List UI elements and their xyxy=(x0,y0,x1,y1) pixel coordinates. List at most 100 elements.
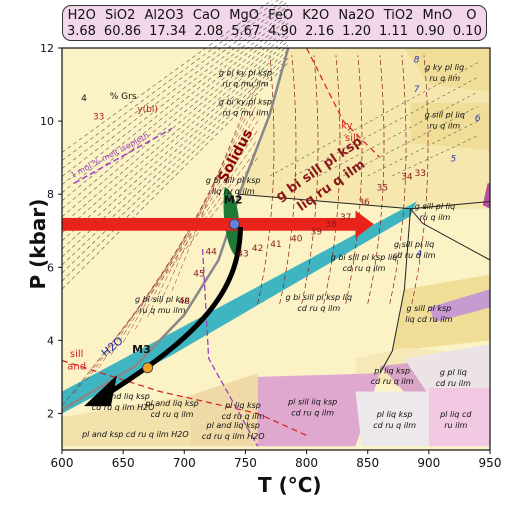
field-label: cd ru q ilm xyxy=(343,264,386,273)
mode-label: 5 xyxy=(450,154,456,164)
annotation: sill xyxy=(70,349,84,360)
garnet-isopleth xyxy=(61,0,279,161)
melt-isopleth-1mol xyxy=(201,248,259,447)
x-tick-label: 800 xyxy=(295,456,318,470)
plot-frame xyxy=(61,47,491,451)
field-label: cd ru q ilm xyxy=(371,377,414,386)
oxide-name: Al2O3 xyxy=(144,8,184,23)
grs-contour xyxy=(257,55,275,304)
field-label: pl and ksp cd ru q ilm H2O xyxy=(81,430,189,439)
field-label: pl and liq ksp xyxy=(144,399,198,408)
field-grey xyxy=(404,344,490,396)
field-label: ru q mu ilm xyxy=(139,306,185,315)
annotation: y(bl) xyxy=(137,105,158,115)
y-tick-label: 8 xyxy=(47,188,54,201)
x-tick-label: 650 xyxy=(112,456,135,470)
annotation: ky xyxy=(341,120,352,131)
garnet-isopleth xyxy=(61,0,273,153)
oxide-name: SiO2 xyxy=(104,8,136,23)
y-axis-title: P (kbar) xyxy=(26,198,50,290)
field-label: cd ru q ilm xyxy=(373,421,416,430)
y-tick-label: 2 xyxy=(47,407,54,420)
oxide-names-row: H2O SiO2 Al2O3 CaO MgO FeO K2O Na2O TiO2 MnO O xyxy=(63,8,486,23)
field-label: pl liq ksp xyxy=(224,401,261,410)
field-label: cd ru q ilm H2O xyxy=(92,403,155,412)
isopleth-label: 40 xyxy=(291,235,303,245)
h2o-melt-band xyxy=(62,201,417,414)
garnet-isopleth xyxy=(61,36,289,242)
mode-label: 7 xyxy=(414,85,420,95)
annotation: M2 xyxy=(224,193,243,206)
oxide-value: 2.08 xyxy=(194,24,224,39)
field-label: g pl liq xyxy=(440,368,467,377)
melt-isopleth xyxy=(122,111,258,343)
melt-isopleth xyxy=(135,102,258,330)
oxide-name: O xyxy=(466,8,477,23)
field-label: g bi ky pl ksp xyxy=(219,98,272,107)
field-label: pl sill liq ksp xyxy=(287,397,337,406)
upper-isopleth xyxy=(294,77,478,177)
field-label: cd ru q ilm xyxy=(151,410,194,419)
mode-label: 6 xyxy=(475,114,481,124)
field-ky-liq xyxy=(404,48,490,92)
oxide-value: 0.10 xyxy=(452,24,482,39)
field-label: g sill pl liq xyxy=(425,110,465,119)
ky-sill-boundary xyxy=(306,47,381,159)
red-arrow-shaft xyxy=(62,217,356,231)
field-label: pl liq cd xyxy=(439,410,472,419)
x-tick-label: 700 xyxy=(173,456,196,470)
field-label: cd ru q ilm xyxy=(297,304,340,313)
purple-sliver xyxy=(428,289,490,323)
m2-point xyxy=(229,218,240,230)
oxide-value: 17.34 xyxy=(149,24,187,39)
field-label: ru q mu ilm xyxy=(222,79,268,88)
oxide-value: 5.67 xyxy=(231,24,261,39)
garnet-isopleth xyxy=(61,58,289,282)
grs-contour xyxy=(301,55,319,304)
garnet-isopleth xyxy=(61,22,289,218)
field-label: pl liq ksp xyxy=(376,410,413,419)
field-label: pl and liq ksp xyxy=(95,392,149,401)
oxide-name: MnO xyxy=(422,8,453,23)
field-pl-and-liq xyxy=(190,373,258,447)
field-subsolidus-upper xyxy=(62,48,289,195)
reaction-line-right xyxy=(410,208,491,261)
field-melt-upper xyxy=(239,48,490,209)
field-label: ru ilm xyxy=(444,421,467,430)
grs-contour xyxy=(389,55,407,304)
melt-isopleth-legend-line xyxy=(73,127,173,184)
isopleth-label: 44 xyxy=(205,247,217,257)
garnet-isopleth xyxy=(61,5,289,185)
annotation: % Grs xyxy=(110,92,137,102)
x-tick-label: 600 xyxy=(51,456,74,470)
x-tick-label: 850 xyxy=(356,456,379,470)
field-pl-and-ksp xyxy=(62,395,191,447)
field-sill-liq xyxy=(410,102,490,151)
oxide-value: 1.11 xyxy=(379,24,408,39)
field-label: cd ru q ilm xyxy=(222,412,265,421)
oxide-name: Na2O xyxy=(338,8,375,23)
field-label: cd ru q ilm H2O xyxy=(202,432,265,441)
melt-isopleth xyxy=(147,93,258,317)
y-tick-label: 10 xyxy=(40,115,54,128)
field-label: cd ru q ilm xyxy=(393,251,436,260)
grs-contour xyxy=(367,55,385,304)
isopleth-label: 45 xyxy=(193,269,204,279)
oxide-name: TiO2 xyxy=(383,8,414,23)
oxide-name: K2O xyxy=(302,8,330,23)
grs-contour xyxy=(323,55,341,304)
field-label: g sill pl liq xyxy=(394,240,434,249)
melt-isopleth xyxy=(159,84,258,304)
oxide-value: 2.16 xyxy=(305,24,335,39)
isopleth-label: 33 xyxy=(415,169,426,179)
isopleth-label: 42 xyxy=(252,244,263,254)
field-label: liq cd ru ilm xyxy=(405,315,452,324)
field-pl-sill-liq xyxy=(257,373,380,447)
field-label: g sill pl liq xyxy=(415,202,455,211)
isopleth-label: 35 xyxy=(377,184,388,194)
y-tick-label: 4 xyxy=(47,334,54,347)
field-pl-liq-cd-grey xyxy=(355,391,429,447)
garnet-isopleth xyxy=(61,62,289,290)
grs-contour xyxy=(279,55,297,304)
